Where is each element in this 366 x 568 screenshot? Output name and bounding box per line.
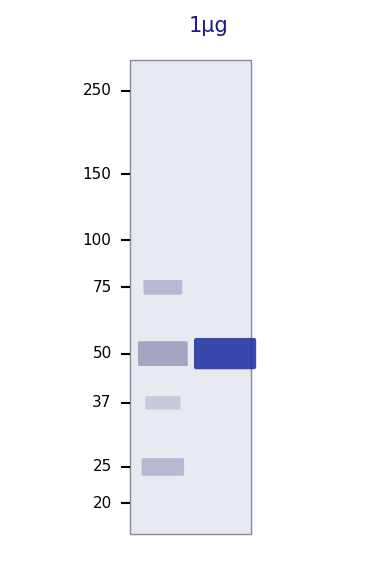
- Text: 250: 250: [83, 83, 112, 98]
- Text: 25: 25: [92, 460, 112, 474]
- FancyBboxPatch shape: [138, 341, 188, 366]
- Text: 75: 75: [92, 280, 112, 295]
- Text: 20: 20: [92, 496, 112, 511]
- FancyBboxPatch shape: [145, 396, 180, 410]
- Text: 150: 150: [83, 166, 112, 182]
- FancyBboxPatch shape: [194, 338, 256, 369]
- Text: 100: 100: [83, 233, 112, 248]
- FancyBboxPatch shape: [142, 458, 184, 476]
- Text: 1μg: 1μg: [189, 15, 228, 36]
- FancyBboxPatch shape: [143, 280, 182, 295]
- Bar: [130, 60, 251, 534]
- Text: 37: 37: [92, 395, 112, 410]
- Text: 50: 50: [92, 346, 112, 361]
